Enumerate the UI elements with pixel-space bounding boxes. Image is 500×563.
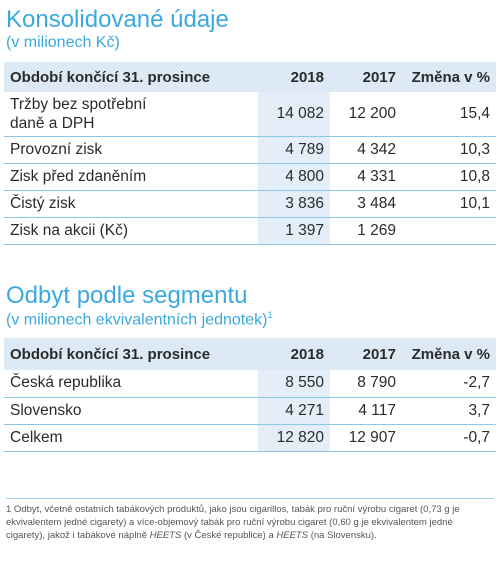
- value-2017: 4 342: [330, 136, 402, 164]
- row-label-line2: daně a DPH: [10, 114, 95, 132]
- value-2018: 4 789: [258, 136, 330, 164]
- header-period: Období končící 31. prosince: [4, 62, 258, 92]
- row-label: Zisk před zdaněním: [4, 163, 258, 191]
- value-2018: 4 800: [258, 163, 330, 191]
- header-2018: 2018: [258, 62, 330, 92]
- table-row: Provozní zisk 4 789 4 342 10,3: [4, 136, 496, 164]
- section-subtitle-consolidated: (v milionech Kč): [6, 34, 120, 51]
- section-title-volume: Odbyt podle segmentu: [6, 282, 248, 309]
- value-change: 15,4: [402, 92, 496, 137]
- consolidated-table: Období končící 31. prosince 2018 2017 Zm…: [4, 62, 496, 245]
- table-row: Slovensko 4 271 4 117 3,7: [4, 397, 496, 425]
- value-2017: 12 200: [330, 92, 402, 137]
- section-subtitle-volume: (v milionech ekvivalentních jednotek)1: [6, 311, 272, 328]
- section-title-consolidated: Konsolidované údaje: [6, 6, 229, 33]
- table-row: Čistý zisk 3 836 3 484 10,1: [4, 190, 496, 218]
- value-change: 10,3: [402, 136, 496, 164]
- row-label: Celkem: [4, 424, 258, 452]
- table-header-row: Období končící 31. prosince 2018 2017 Zm…: [4, 62, 496, 92]
- footnote-text: 1 Odbyt, včetně ostatních tabákových pro…: [6, 504, 460, 541]
- value-2018: 3 836: [258, 190, 330, 218]
- row-label: Provozní zisk: [4, 136, 258, 164]
- value-2017: 1 269: [330, 217, 402, 245]
- header-2018: 2018: [258, 338, 330, 370]
- value-2018: 1 397: [258, 217, 330, 245]
- value-2017: 12 907: [330, 424, 402, 452]
- value-2018: 14 082: [258, 92, 330, 137]
- value-2017: 4 117: [330, 397, 402, 425]
- value-change: -2,7: [402, 370, 496, 398]
- row-label: Tržby bez spotřební daně a DPH: [4, 92, 258, 137]
- volume-table: Období končící 31. prosince 2018 2017 Zm…: [4, 338, 496, 452]
- footnote: 1 Odbyt, včetně ostatních tabákových pro…: [6, 503, 492, 542]
- value-change: [402, 217, 496, 245]
- header-2017: 2017: [330, 62, 402, 92]
- table-header-row: Období končící 31. prosince 2018 2017 Zm…: [4, 338, 496, 370]
- footnote-text: (na Slovensku).: [308, 530, 377, 541]
- footnote-brand: HEETS: [276, 530, 309, 541]
- value-change: -0,7: [402, 424, 496, 452]
- table-row: Zisk na akcii (Kč) 1 397 1 269: [4, 217, 496, 245]
- header-2017: 2017: [330, 338, 402, 370]
- value-change: 10,8: [402, 163, 496, 191]
- row-label: Česká republika: [4, 370, 258, 398]
- footnote-brand: HEETS: [149, 530, 182, 541]
- value-change: 3,7: [402, 397, 496, 425]
- value-2018: 12 820: [258, 424, 330, 452]
- value-2018: 4 271: [258, 397, 330, 425]
- table-row: Celkem 12 820 12 907 -0,7: [4, 424, 496, 452]
- footnote-text: (v České republice) a: [181, 530, 277, 541]
- row-label: Slovensko: [4, 397, 258, 425]
- header-period: Období končící 31. prosince: [4, 338, 258, 370]
- row-label-line1: Tržby bez spotřební: [10, 95, 147, 113]
- table-row: Zisk před zdaněním 4 800 4 331 10,8: [4, 163, 496, 191]
- value-2017: 8 790: [330, 370, 402, 398]
- value-change: 10,1: [402, 190, 496, 218]
- footnote-ref: 1: [267, 310, 273, 320]
- row-label: Čistý zisk: [4, 190, 258, 218]
- header-change: Změna v %: [402, 62, 496, 92]
- value-2017: 3 484: [330, 190, 402, 218]
- table-row: Česká republika 8 550 8 790 -2,7: [4, 370, 496, 398]
- table-row: Tržby bez spotřební daně a DPH 14 082 12 …: [4, 92, 496, 137]
- footnote-divider: [6, 498, 494, 499]
- section-subtitle-text: (v milionech ekvivalentních jednotek): [6, 311, 268, 329]
- value-2018: 8 550: [258, 370, 330, 398]
- header-change: Změna v %: [402, 338, 496, 370]
- row-label: Zisk na akcii (Kč): [4, 217, 258, 245]
- value-2017: 4 331: [330, 163, 402, 191]
